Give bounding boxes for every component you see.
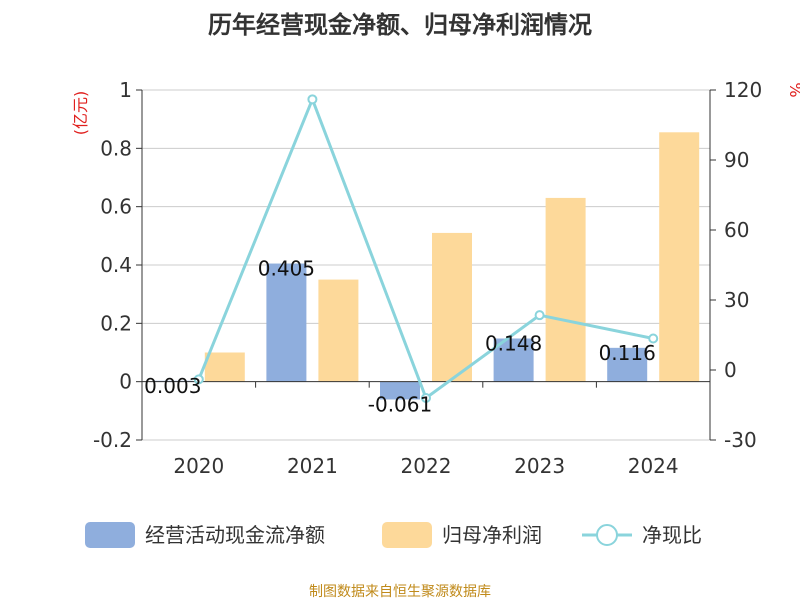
right-tick-label: 60 [724,218,749,242]
data-labels: 0.003 0.405 -0.061 0.148 0.116 [144,257,656,417]
left-tick-label: 0.2 [100,311,132,335]
left-axis-unit: (亿元) [71,91,90,136]
ratio-point [421,393,431,403]
ratio-line [193,94,659,403]
cashflow-bar [266,263,307,382]
legend-swatch-cashflow [85,522,135,548]
source-note: 制图数据来自恒生聚源数据库 [309,584,491,600]
left-tick-label: 0.4 [100,253,132,277]
x-tick-label: 2020 [173,454,224,478]
cashflow-data-label: 0.003 [144,374,201,398]
chart-title: 历年经营现金净额、归母净利润情况 [208,11,592,39]
net-profit-bar [659,132,700,382]
legend-swatch-ratio-marker [596,524,618,546]
net-profit-bar [545,197,586,382]
net-profit-bar [432,232,472,382]
net-profit-bar [318,279,359,382]
cashflow-data-label: 0.405 [258,257,315,281]
ratio-point [648,333,659,344]
net-profit-bar [204,352,245,382]
cashflow-bar [380,381,420,400]
right-tick-label: 120 [724,78,762,102]
grid [142,89,710,441]
right-tick-label: 30 [724,288,749,312]
left-tick-label: 0 [119,370,132,394]
left-tick-label: 0.8 [100,136,132,160]
right-tick-label: -30 [724,428,757,452]
cashflow-data-label: 0.116 [599,341,656,365]
right-tick-label: 90 [724,148,749,172]
legend: 经营活动现金流净额 归母净利润 净现比 [85,522,702,548]
legend-label-ratio: 净现比 [642,523,702,547]
left-tick-label: 0.6 [100,195,132,219]
ratio-point [534,310,545,321]
cashflow-data-label: -0.061 [368,392,432,416]
x-tick-label: 2022 [401,454,452,478]
right-tick-label: 0 [724,358,737,382]
cashflow-data-label: 0.148 [485,332,542,356]
x-tick-label: 2024 [628,454,679,478]
left-tick-label: 1 [119,78,132,102]
legend-label-net-profit: 归母净利润 [442,523,542,547]
right-axis-unit: % [786,82,800,97]
legend-label-cashflow: 经营活动现金流净额 [145,523,325,547]
cashflow-bar [607,347,648,382]
ratio-point [193,374,204,385]
legend-swatch-net-profit [382,522,432,548]
axes: -0.2 0 0.2 0.4 0.6 0.8 1 -30 0 30 60 90 120 2020 2021 2… [93,78,762,478]
x-tick-label: 2021 [287,454,338,478]
ratio-point [307,94,318,105]
x-tick-label: 2023 [514,454,565,478]
left-tick-label: -0.2 [93,428,132,452]
